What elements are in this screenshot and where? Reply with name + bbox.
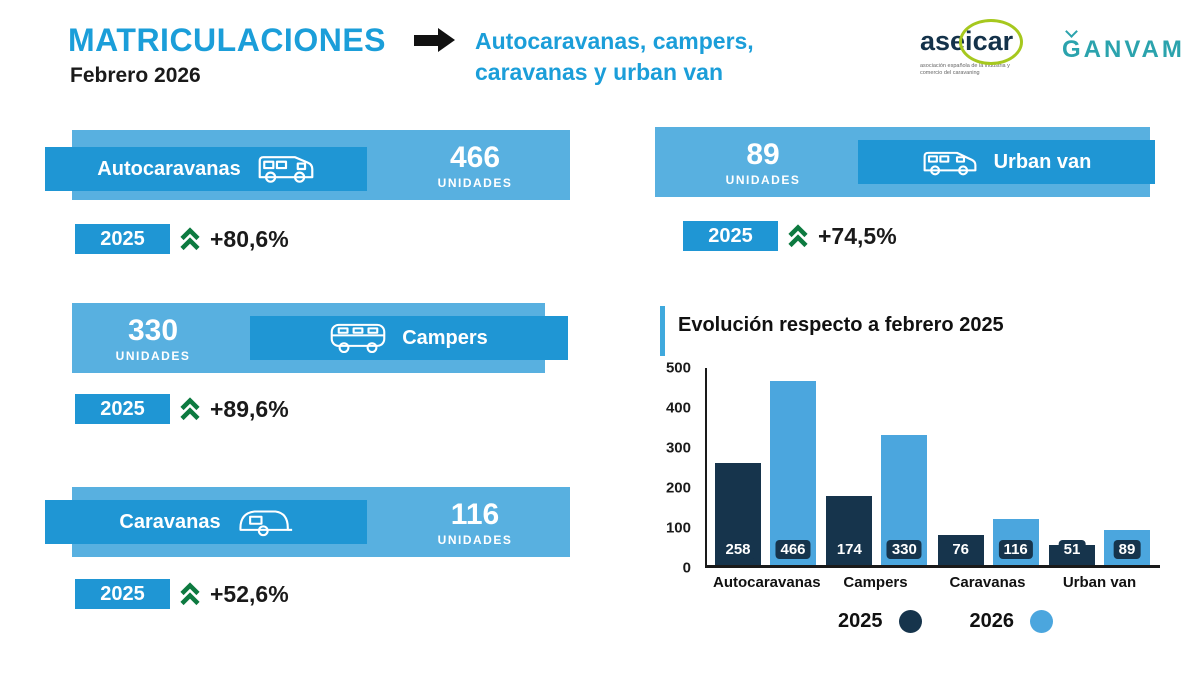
bar-slot: 330 — [881, 368, 928, 565]
chart-categories: Autocaravanas Campers Caravanas Urban van — [705, 574, 1160, 591]
subtitle-line-1: Autocaravanas, campers, — [475, 28, 754, 54]
bar-slot: 116 — [992, 368, 1039, 565]
chart-title-accent — [660, 306, 665, 356]
caravanas-change: +52,6% — [210, 580, 289, 607]
growth-up-arrow-icon — [180, 226, 200, 250]
autocaravanas-count: 466 — [449, 141, 501, 174]
growth-up-arrow-icon — [180, 396, 200, 420]
legend-label-2026: 2026 — [969, 610, 1015, 632]
growth-up-arrow-icon — [788, 223, 808, 247]
autocaravanas-label: Autocaravanas — [97, 157, 241, 180]
urban-van-icon — [923, 151, 977, 175]
bar-group: 51 89 — [1048, 368, 1150, 565]
camper-van-icon — [330, 323, 386, 354]
aseicar-logo: aseicar asociación española de la indust… — [920, 19, 1040, 77]
growth-up-arrow-icon — [180, 581, 200, 605]
chart-bar-2026 — [770, 381, 816, 565]
campers-label: Campers — [402, 326, 488, 349]
category-label: Campers — [843, 574, 908, 591]
aseicar-tagline: asociación española de la industria y co… — [920, 63, 1010, 76]
campers-units-word: UNIDADES — [115, 348, 191, 363]
campers-change: +89,6% — [210, 395, 289, 422]
aseicar-wordmark: aseicar — [920, 19, 1024, 65]
legend-item-2026: 2026 — [969, 610, 1053, 633]
campers-year-badge: 2025 — [75, 394, 170, 424]
category-label: Autocaravanas — [713, 574, 821, 591]
urban-van-units-word: UNIDADES — [725, 172, 801, 187]
campers-label-box: Campers — [250, 316, 568, 360]
caravanas-units-word: UNIDADES — [437, 532, 513, 547]
bar-value-label: 116 — [998, 540, 1033, 559]
bar-value-label: 76 — [947, 540, 974, 559]
bar-slot: 89 — [1103, 368, 1150, 565]
legend-dot-2026 — [1030, 610, 1053, 633]
campers-count: 330 — [127, 314, 179, 347]
autocaravanas-year-badge: 2025 — [75, 224, 170, 254]
bar-value-label: 258 — [720, 540, 756, 559]
bar-slot: 51 — [1048, 368, 1095, 565]
caravanas-label: Caravanas — [119, 510, 221, 533]
bar-group: 258 466 — [715, 368, 816, 565]
autocaravanas-change: +80,6% — [210, 225, 289, 252]
caravanas-count: 116 — [450, 498, 500, 531]
category-label: Caravanas — [949, 574, 1026, 591]
urban-van-units: 89 UNIDADES — [688, 138, 838, 187]
aseicar-green-ring-icon — [959, 19, 1024, 65]
y-tick-label: 300 — [665, 439, 691, 457]
ganvam-logo: GANVAM — [1062, 25, 1185, 64]
caravanas-yoy: 2025 +52,6% — [75, 579, 289, 609]
chart-plot: 258 466 174 330 76 116 51 89 — [705, 368, 1160, 568]
right-arrow-icon — [414, 28, 455, 52]
autocaravanas-units-word: UNIDADES — [437, 175, 513, 190]
bar-value-label: 89 — [1113, 540, 1141, 559]
bar-value-label: 51 — [1058, 540, 1086, 559]
caravanas-year-badge: 2025 — [75, 579, 170, 609]
y-tick-label: 500 — [665, 359, 691, 377]
campers-units: 330 UNIDADES — [78, 314, 228, 363]
chart-legend: 2025 2026 — [838, 610, 1053, 633]
motorhome-icon — [258, 156, 314, 183]
bar-value-label: 330 — [886, 540, 922, 559]
caravanas-units: 116 UNIDADES — [395, 498, 555, 547]
page-subtitle: Autocaravanas, campers, caravanas y urba… — [475, 26, 754, 88]
legend-item-2025: 2025 — [838, 610, 922, 633]
bar-slot: 76 — [937, 368, 984, 565]
urban-van-count: 89 — [746, 138, 780, 171]
page-title: MATRICULACIONES — [68, 22, 386, 58]
subtitle-line-2: caravanas y urban van — [475, 59, 724, 86]
caravanas-label-box: Caravanas — [45, 500, 367, 544]
urban-van-year-badge: 2025 — [683, 221, 778, 251]
campers-yoy: 2025 +89,6% — [75, 394, 289, 424]
y-tick-label: 200 — [665, 479, 691, 497]
y-tick-label: 0 — [682, 559, 691, 577]
bar-group: 174 330 — [826, 368, 928, 565]
bar-group: 76 116 — [937, 368, 1039, 565]
urban-van-change: +74,5% — [818, 222, 897, 249]
bar-value-label: 174 — [831, 540, 867, 559]
autocaravanas-label-box: Autocaravanas — [45, 147, 367, 191]
autocaravanas-units: 466 UNIDADES — [395, 141, 555, 190]
caravan-icon — [239, 510, 292, 537]
chart-yaxis: 0 100 200 300 400 500 — [653, 360, 699, 577]
bar-value-label: 466 — [775, 540, 811, 559]
period-label: Febrero 2026 — [70, 64, 201, 87]
urban-van-yoy: 2025 +74,5% — [683, 221, 897, 251]
legend-label-2025: 2025 — [838, 610, 883, 632]
ganvam-wordmark: GANVAM — [1062, 36, 1185, 63]
y-tick-label: 400 — [665, 399, 691, 417]
bar-slot: 258 — [715, 368, 761, 565]
y-tick-label: 100 — [665, 519, 691, 537]
category-label: Urban van — [1062, 574, 1137, 591]
chart-title: Evolución respecto a febrero 2025 — [678, 314, 1004, 336]
urban-van-label: Urban van — [993, 150, 1092, 173]
bar-slot: 466 — [770, 368, 816, 565]
urban-van-label-box: Urban van — [858, 140, 1155, 184]
autocaravanas-yoy: 2025 +80,6% — [75, 224, 289, 254]
bar-slot: 174 — [826, 368, 873, 565]
legend-dot-2025 — [898, 610, 922, 633]
